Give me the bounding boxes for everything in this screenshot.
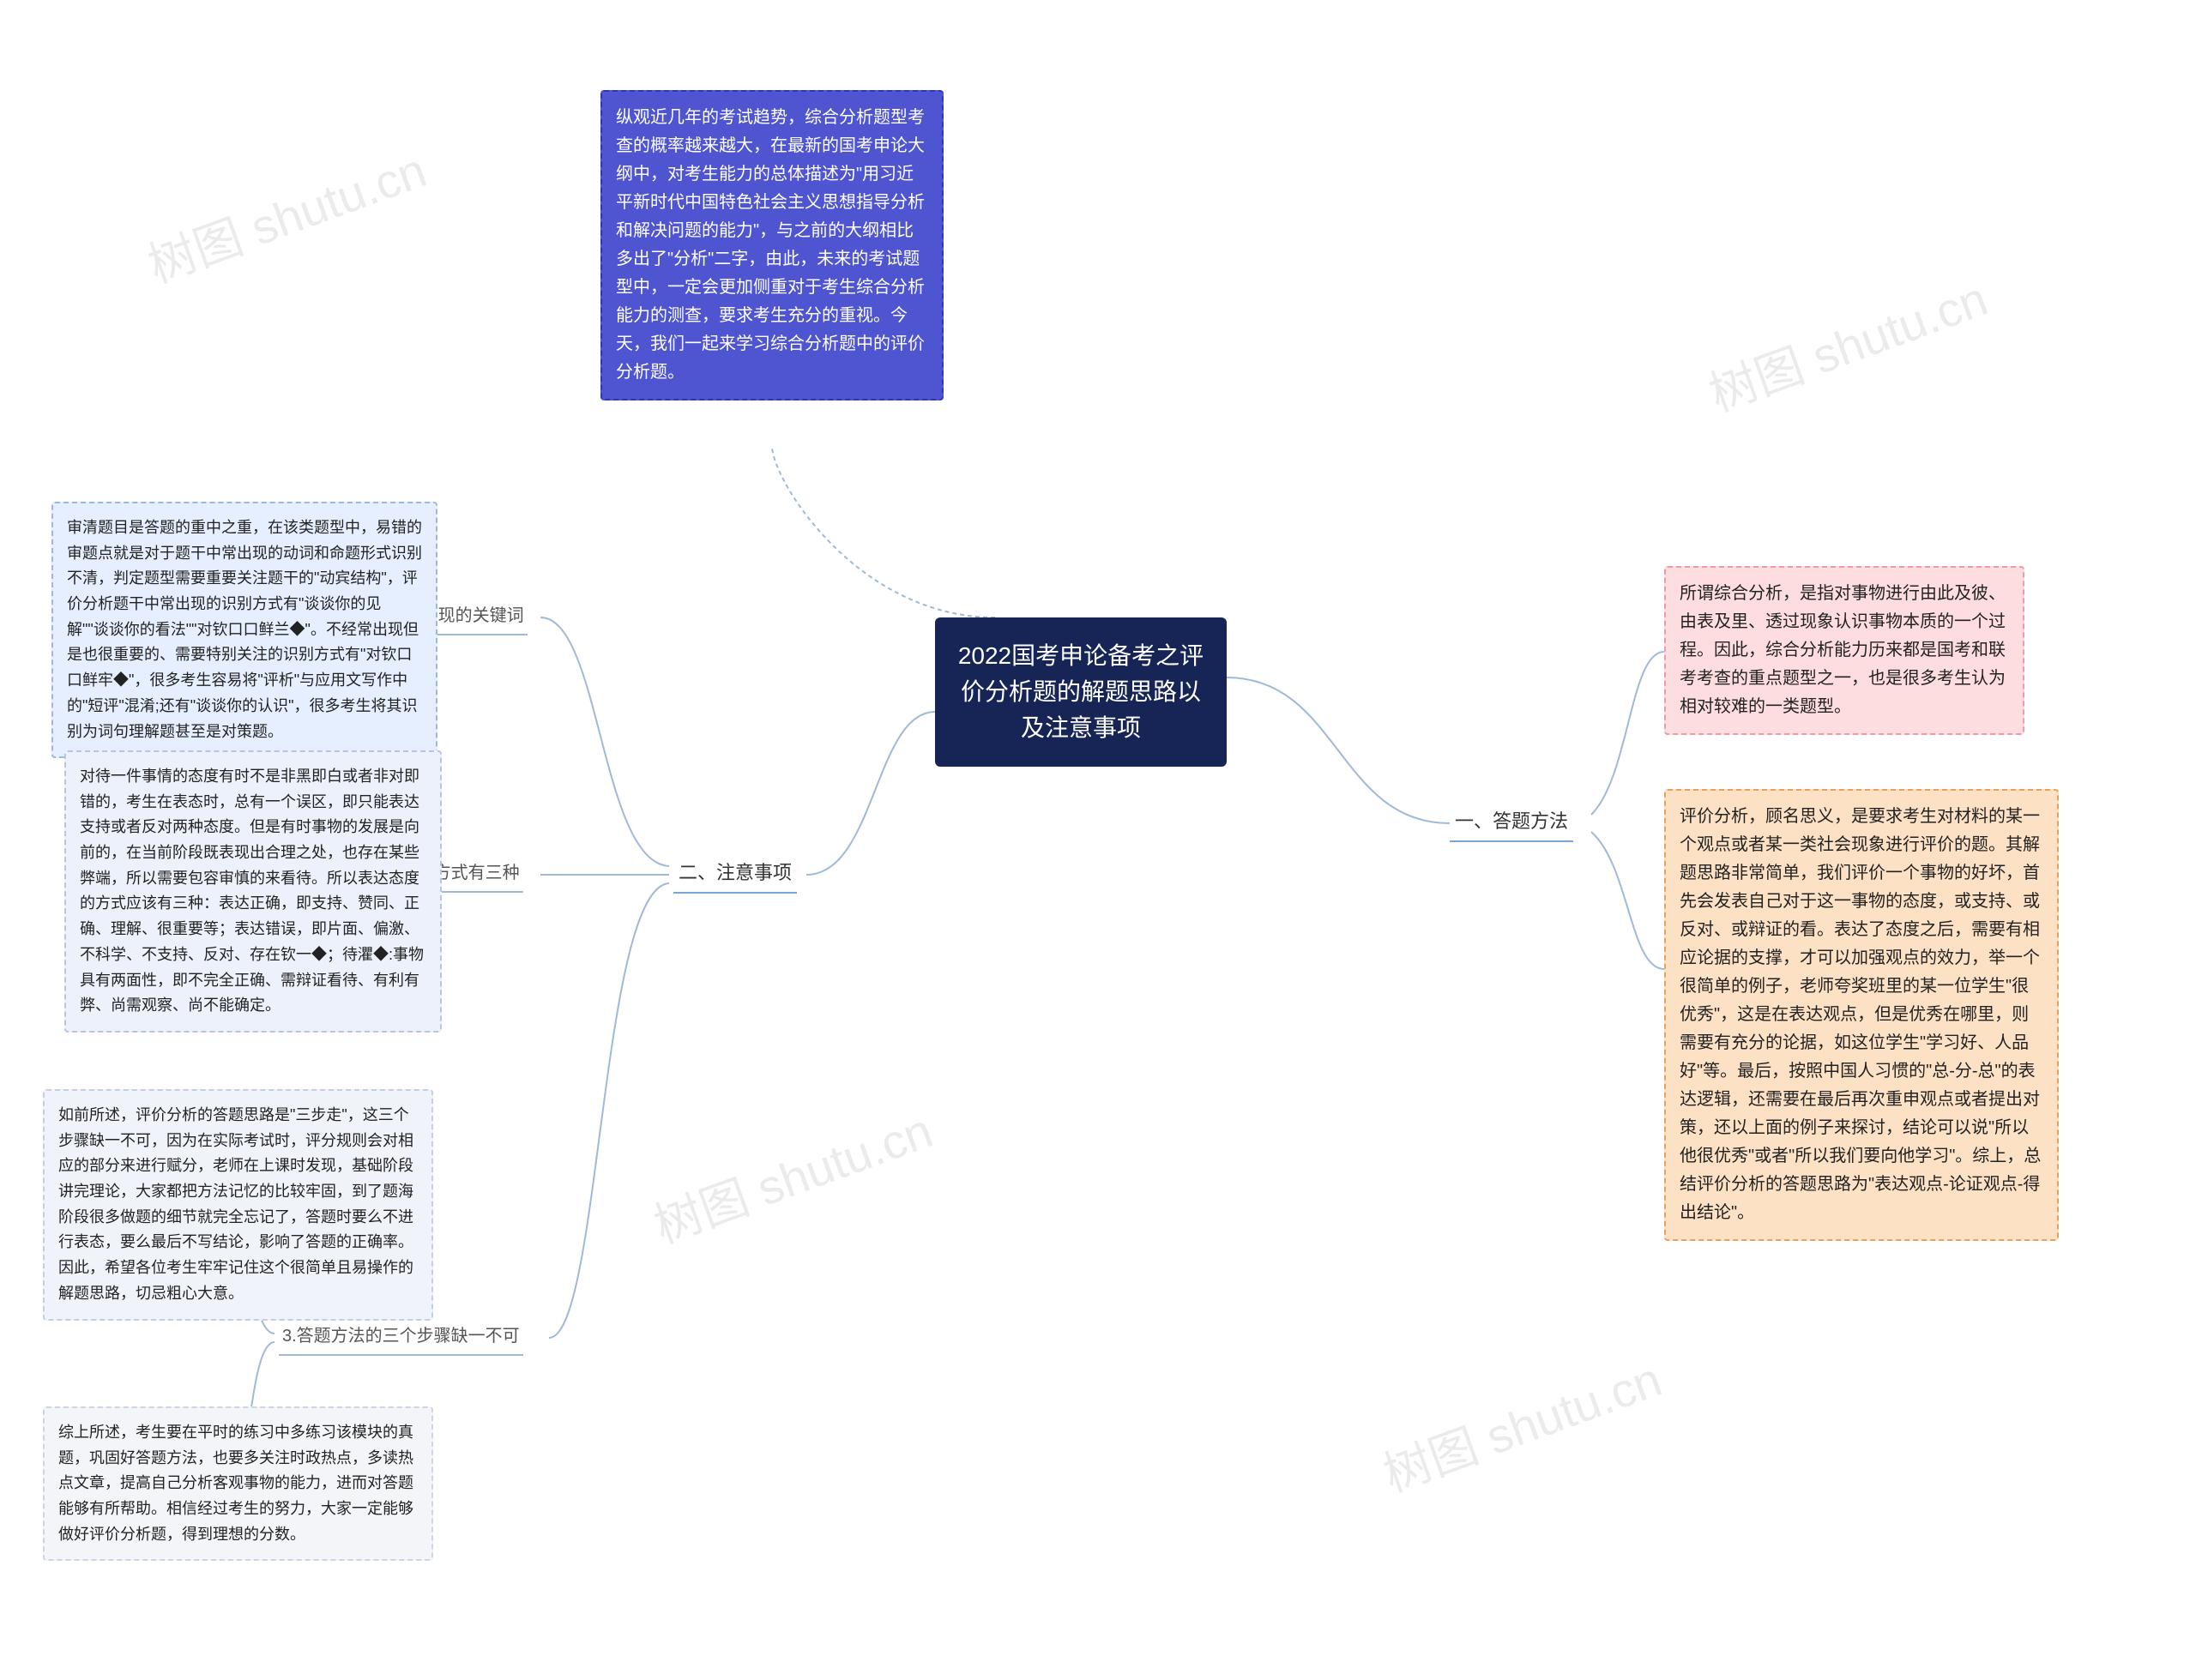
sub3-box1: 如前所述，评价分析的答题思路是"三步走"，这三个步骤缺一不可，因为在实际考试时，… — [43, 1089, 433, 1321]
section-label-right[interactable]: 一、答题方法 — [1450, 806, 1573, 842]
orange-box: 评价分析，顾名思义，是要求考生对材料的某一个观点或者某一类社会现象进行评价的题。… — [1664, 789, 2059, 1241]
root-node[interactable]: 2022国考申论备考之评价分析题的解题思路以及注意事项 — [935, 617, 1227, 767]
section-label-left[interactable]: 二、注意事项 — [673, 858, 797, 894]
intro-box: 纵观近几年的考试趋势，综合分析题型考查的概率越来越大，在最新的国考申论大纲中，对… — [600, 90, 944, 400]
watermark: 树图 shutu.cn — [1372, 1341, 1670, 1506]
watermark: 树图 shutu.cn — [643, 1093, 941, 1257]
sub1-box: 审清题目是答题的重中之重，在该类题型中，易错的审题点就是对于题干中常出现的动词和… — [51, 502, 437, 758]
watermark: 树图 shutu.cn — [1698, 261, 1996, 425]
sub2-box: 对待一件事情的态度有时不是非黑即白或者非对即错的，考生在表态时，总有一个误区，即… — [64, 750, 442, 1033]
watermark: 树图 shutu.cn — [137, 132, 435, 297]
sub3-box2: 综上所述，考生要在平时的练习中多练习该模块的真题，巩固好答题方法，也要多关注时政… — [43, 1406, 433, 1561]
pink-box: 所谓综合分析，是指对事物进行由此及彼、由表及里、透过现象认识事物本质的一个过程。… — [1664, 566, 2024, 735]
sub3-label[interactable]: 3.答题方法的三个步骤缺一不可 — [279, 1322, 523, 1356]
